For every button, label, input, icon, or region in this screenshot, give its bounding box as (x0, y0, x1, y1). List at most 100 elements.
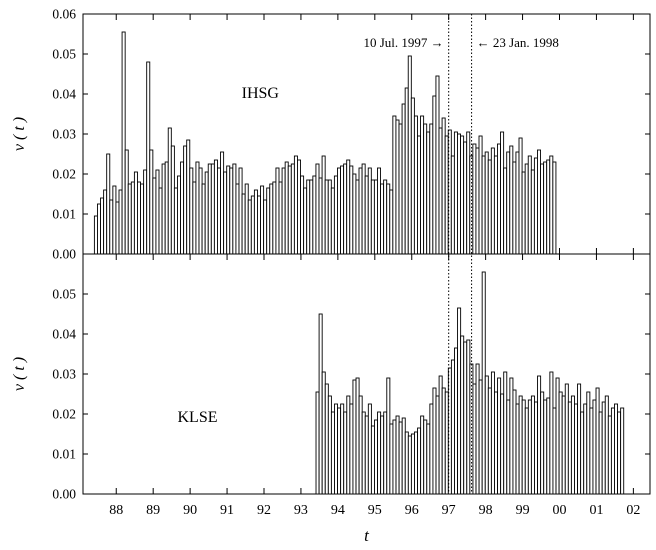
bar (441, 387, 446, 495)
bar (337, 167, 341, 255)
bar (564, 383, 569, 495)
bar (343, 411, 348, 495)
y-tick-label: 0.03 (52, 367, 76, 382)
bar (500, 393, 505, 495)
bar (515, 403, 520, 495)
bar (570, 395, 575, 495)
x-tick-label: 97 (442, 503, 456, 518)
bar (300, 175, 305, 255)
bar (112, 185, 117, 255)
y-tick-label: 0.02 (52, 407, 76, 422)
bar (620, 407, 625, 495)
bar (177, 175, 181, 255)
bar (490, 147, 495, 255)
bar (167, 127, 172, 255)
bar (361, 411, 366, 495)
bar (580, 411, 585, 495)
bar (346, 395, 351, 495)
bar (241, 193, 246, 255)
bar (398, 421, 403, 495)
bar (250, 195, 255, 255)
bar (509, 145, 514, 255)
bar (512, 389, 517, 495)
bar (457, 133, 461, 255)
bar (235, 183, 240, 255)
bar (318, 313, 323, 495)
bar (155, 169, 160, 255)
bar (549, 155, 554, 255)
bar (540, 391, 545, 495)
bar (355, 179, 360, 255)
bar (93, 215, 98, 255)
bar (229, 167, 234, 255)
bar (100, 197, 105, 255)
bar (395, 119, 400, 255)
bar (435, 395, 440, 495)
bar (364, 175, 369, 255)
bar (426, 131, 431, 255)
x-tick-label: 93 (294, 503, 308, 518)
bar (226, 165, 231, 255)
bar (352, 173, 357, 255)
bar (133, 171, 138, 255)
bar (392, 419, 397, 495)
bar (537, 375, 542, 495)
bar (149, 149, 154, 255)
bar (417, 427, 422, 495)
bar (450, 155, 455, 255)
bar (586, 391, 591, 495)
y-tick-label: 0.05 (52, 47, 76, 62)
bar (500, 131, 505, 255)
bar (604, 395, 609, 495)
bar (127, 183, 132, 255)
bar (340, 165, 345, 255)
bar (321, 371, 326, 495)
bar (183, 145, 188, 255)
bar (444, 135, 449, 255)
bar (269, 183, 274, 255)
bar (404, 431, 409, 495)
bar (192, 181, 197, 255)
bar (327, 179, 332, 255)
bar (607, 415, 612, 495)
bar (253, 189, 258, 255)
bar (543, 161, 548, 255)
bar (530, 169, 535, 255)
bar (503, 167, 508, 255)
bar (324, 383, 329, 495)
bar (530, 395, 535, 495)
bar (429, 403, 434, 495)
bar (497, 143, 501, 255)
bar (533, 157, 538, 255)
x-tick-label: 90 (183, 503, 197, 518)
y-tick-label: 0.04 (52, 327, 76, 342)
bar (103, 189, 108, 255)
bar (143, 169, 148, 255)
marker-label: ← 23 Jan. 1998 (477, 35, 559, 50)
x-tick-label: 94 (331, 503, 345, 518)
x-tick-label: 00 (553, 503, 567, 518)
y-axis-label: v ( t ) (11, 357, 28, 391)
bar (481, 271, 486, 495)
date-markers: 10 Jul. 1997 → ← 23 Jan. 1998 (364, 14, 559, 494)
bar (297, 159, 301, 255)
bar (386, 183, 391, 255)
bar (374, 419, 379, 495)
bar (398, 123, 403, 255)
bar (337, 407, 342, 495)
bar (327, 395, 332, 495)
bar (333, 175, 338, 255)
bar (404, 87, 409, 255)
bar (358, 167, 363, 255)
bar (189, 167, 194, 255)
bar (460, 135, 465, 255)
x-tick-label: 96 (405, 503, 419, 518)
bar (555, 377, 560, 495)
bar (370, 179, 375, 255)
bar (478, 379, 483, 495)
y-tick-label: 0.02 (52, 167, 76, 182)
bar (438, 375, 443, 495)
bar (475, 147, 480, 255)
bar (503, 371, 508, 495)
